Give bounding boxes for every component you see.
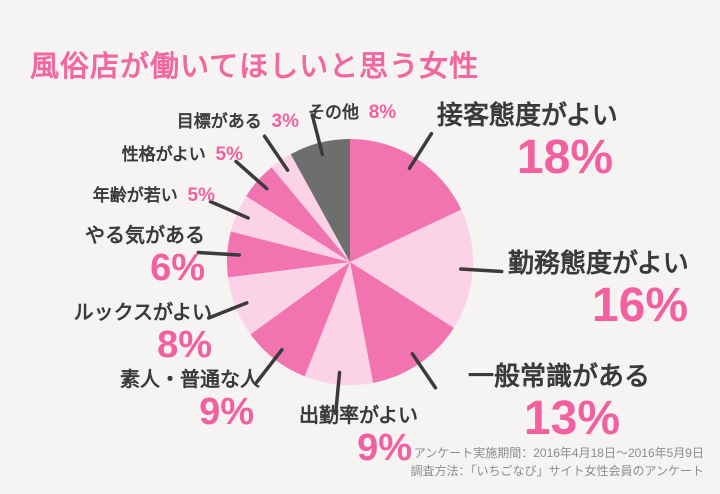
slice-percent: 5% — [187, 185, 215, 206]
pie-slice-6 — [226, 231, 350, 278]
slice-percent: 8% — [157, 324, 212, 366]
pie-slice-8 — [246, 167, 350, 262]
pie-slice-0 — [350, 139, 462, 262]
pie-slice-4 — [250, 262, 350, 377]
slice-percent: 5% — [215, 144, 243, 165]
slice-label-text: その他 — [308, 103, 359, 122]
slice-label-seikaku: 性格がよい 5% — [122, 140, 243, 166]
slice-percent: 3% — [271, 111, 299, 132]
slice-label-yaruki: やる気がある 6% — [85, 225, 205, 287]
slice-percent: 18% — [516, 130, 613, 184]
leader-line-9 — [262, 134, 290, 172]
pie-slice-2 — [350, 262, 454, 383]
slice-label-text: 接客態度がよい — [437, 100, 618, 130]
slice-percent: 8% — [368, 102, 397, 123]
slice-label-shukkin-ritsu: 出勤率がよい 9% — [298, 405, 418, 467]
slice-label-sekkyaku-taido: 接客態度がよい 18% — [437, 100, 618, 184]
slice-percent: 9% — [199, 391, 254, 433]
leader-line-2 — [410, 352, 438, 390]
slice-label-text: 性格がよい — [121, 145, 206, 164]
leader-line-5 — [206, 301, 249, 320]
slice-label-text: 出勤率がよい — [299, 405, 418, 427]
slice-percent: 13% — [523, 391, 620, 445]
leader-line-8 — [234, 159, 269, 191]
leader-line-7 — [208, 199, 250, 220]
pie-slice-7 — [230, 196, 350, 262]
slice-label-text: 年齢が若い — [92, 186, 178, 205]
slice-label-text: 勤務態度がよい — [508, 248, 689, 278]
slice-label-mokuhyo: 目標がある 3% — [177, 107, 299, 133]
page-title: 風俗店が働いてほしいと思う女性 — [30, 51, 480, 84]
slice-label-text: 目標がある — [176, 112, 262, 131]
leader-line-6 — [196, 250, 241, 257]
slice-label-sonota: その他 8% — [308, 98, 396, 124]
slice-percent: 9% — [357, 427, 412, 469]
slice-label-ippan-joshiki: 一般常識がある 13% — [448, 361, 650, 445]
leader-line-3 — [333, 370, 342, 416]
slice-label-kinmu-taido: 勤務態度がよい 16% — [508, 248, 689, 332]
survey-period: アンケート実施期間：2016年4月18日〜2016年5月9日 — [413, 446, 704, 460]
slice-label-nenrei: 年齢が若い 5% — [93, 181, 215, 207]
slice-percent: 6% — [150, 247, 205, 289]
leader-line-4 — [255, 347, 284, 384]
pie-slice-1 — [350, 209, 473, 328]
slice-label-text: ルックスがよい — [73, 302, 212, 324]
slice-label-text: 素人・普通な人 — [120, 369, 260, 391]
slice-label-shirouto: 素人・普通な人 9% — [120, 369, 260, 431]
leader-line-1 — [459, 267, 504, 274]
pie-slice-3 — [304, 262, 374, 385]
survey-footnote: アンケート実施期間：2016年4月18日〜2016年5月9日 調査方法：「いちご… — [410, 444, 704, 480]
pie-slice-9 — [271, 154, 350, 262]
pie-slice-10 — [290, 139, 350, 262]
survey-method: 調査方法：「いちごなび」サイト女性会員のアンケート — [410, 464, 704, 478]
leader-line-0 — [407, 131, 434, 171]
pie-slice-5 — [227, 262, 350, 335]
slice-label-looks: ルックスがよい 8% — [74, 302, 212, 364]
slice-label-text: やる気がある — [85, 225, 205, 247]
slice-percent: 16% — [591, 278, 688, 332]
slice-label-text: 一般常識がある — [467, 361, 650, 391]
leader-line-10 — [310, 113, 325, 157]
